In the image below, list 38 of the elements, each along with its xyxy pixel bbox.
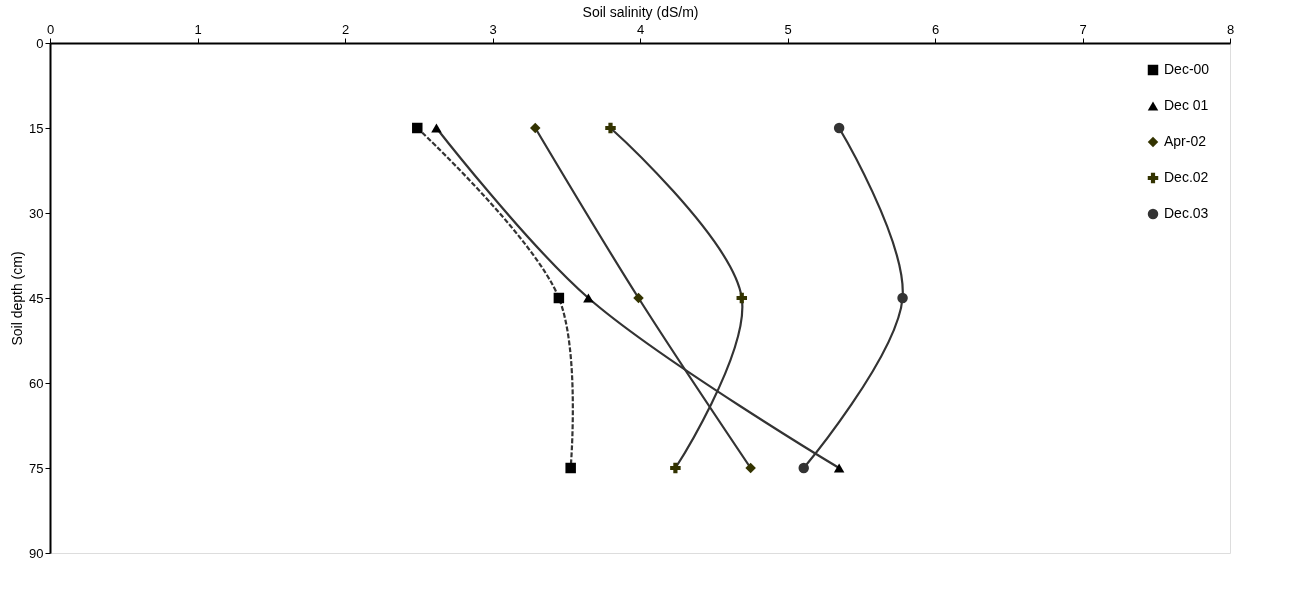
point (833, 463, 845, 473)
legend-label: Dec 01 (1164, 97, 1209, 113)
y-axis-title: Soil depth (cm) (9, 251, 26, 346)
x-tick-label: 0 (46, 21, 55, 37)
x-axis-title: Soil salinity (dS/m) (582, 3, 699, 20)
point (798, 462, 809, 474)
x-tick-label: 2 (341, 21, 350, 37)
point (565, 462, 576, 474)
x-tick-label: 8 (1226, 21, 1235, 37)
point (412, 122, 423, 134)
y-tick-label: 75 (29, 460, 44, 476)
x-tick-label: 4 (636, 21, 645, 37)
point (553, 292, 565, 304)
legend-label: Apr-02 (1164, 133, 1207, 149)
x-tick-label: 7 (1079, 21, 1087, 37)
y-tick-label: 15 (29, 120, 44, 136)
legend-label: Dec.03 (1164, 205, 1209, 221)
point (530, 122, 541, 134)
y-tick-label: 60 (29, 375, 44, 391)
point (633, 292, 644, 304)
point (605, 122, 616, 134)
point (833, 122, 845, 134)
y-tick-label: 90 (29, 545, 44, 561)
y-tick-label: 45 (29, 290, 44, 306)
point (897, 292, 908, 304)
y-tick-label: 0 (36, 35, 44, 51)
x-tick-label: 6 (931, 21, 940, 37)
point (583, 293, 594, 303)
legend-label: Dec.02 (1164, 169, 1209, 185)
point (736, 292, 748, 304)
point (745, 462, 756, 474)
y-tick-label: 30 (29, 205, 44, 221)
point (670, 462, 681, 474)
x-tick-label: 5 (784, 21, 792, 37)
legend-label: Dec-00 (1164, 61, 1210, 77)
x-tick-label: 1 (194, 21, 202, 37)
x-tick-label: 3 (489, 21, 497, 37)
point (431, 123, 442, 133)
